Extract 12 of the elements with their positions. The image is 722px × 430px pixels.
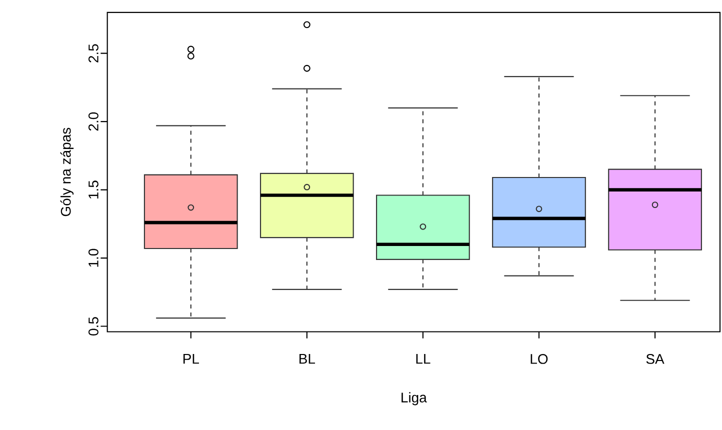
x-tick-label: PL	[183, 354, 199, 364]
y-tick-label: 1.5	[88, 180, 98, 198]
y-tick-label: 1.0	[88, 248, 98, 267]
x-axis-title: Liga	[402, 392, 427, 406]
y-tick-label: 2.0	[88, 112, 98, 131]
x-tick-label: BL	[300, 354, 316, 364]
x-tick-label: SA	[646, 354, 664, 364]
y-tick-label: 2.5	[88, 44, 98, 62]
x-tick-label: LL	[416, 354, 430, 364]
y-axis-title: Góly na zápas	[60, 128, 74, 216]
x-tick-label: LO	[530, 354, 548, 364]
y-tick-label: 0.5	[88, 317, 98, 336]
